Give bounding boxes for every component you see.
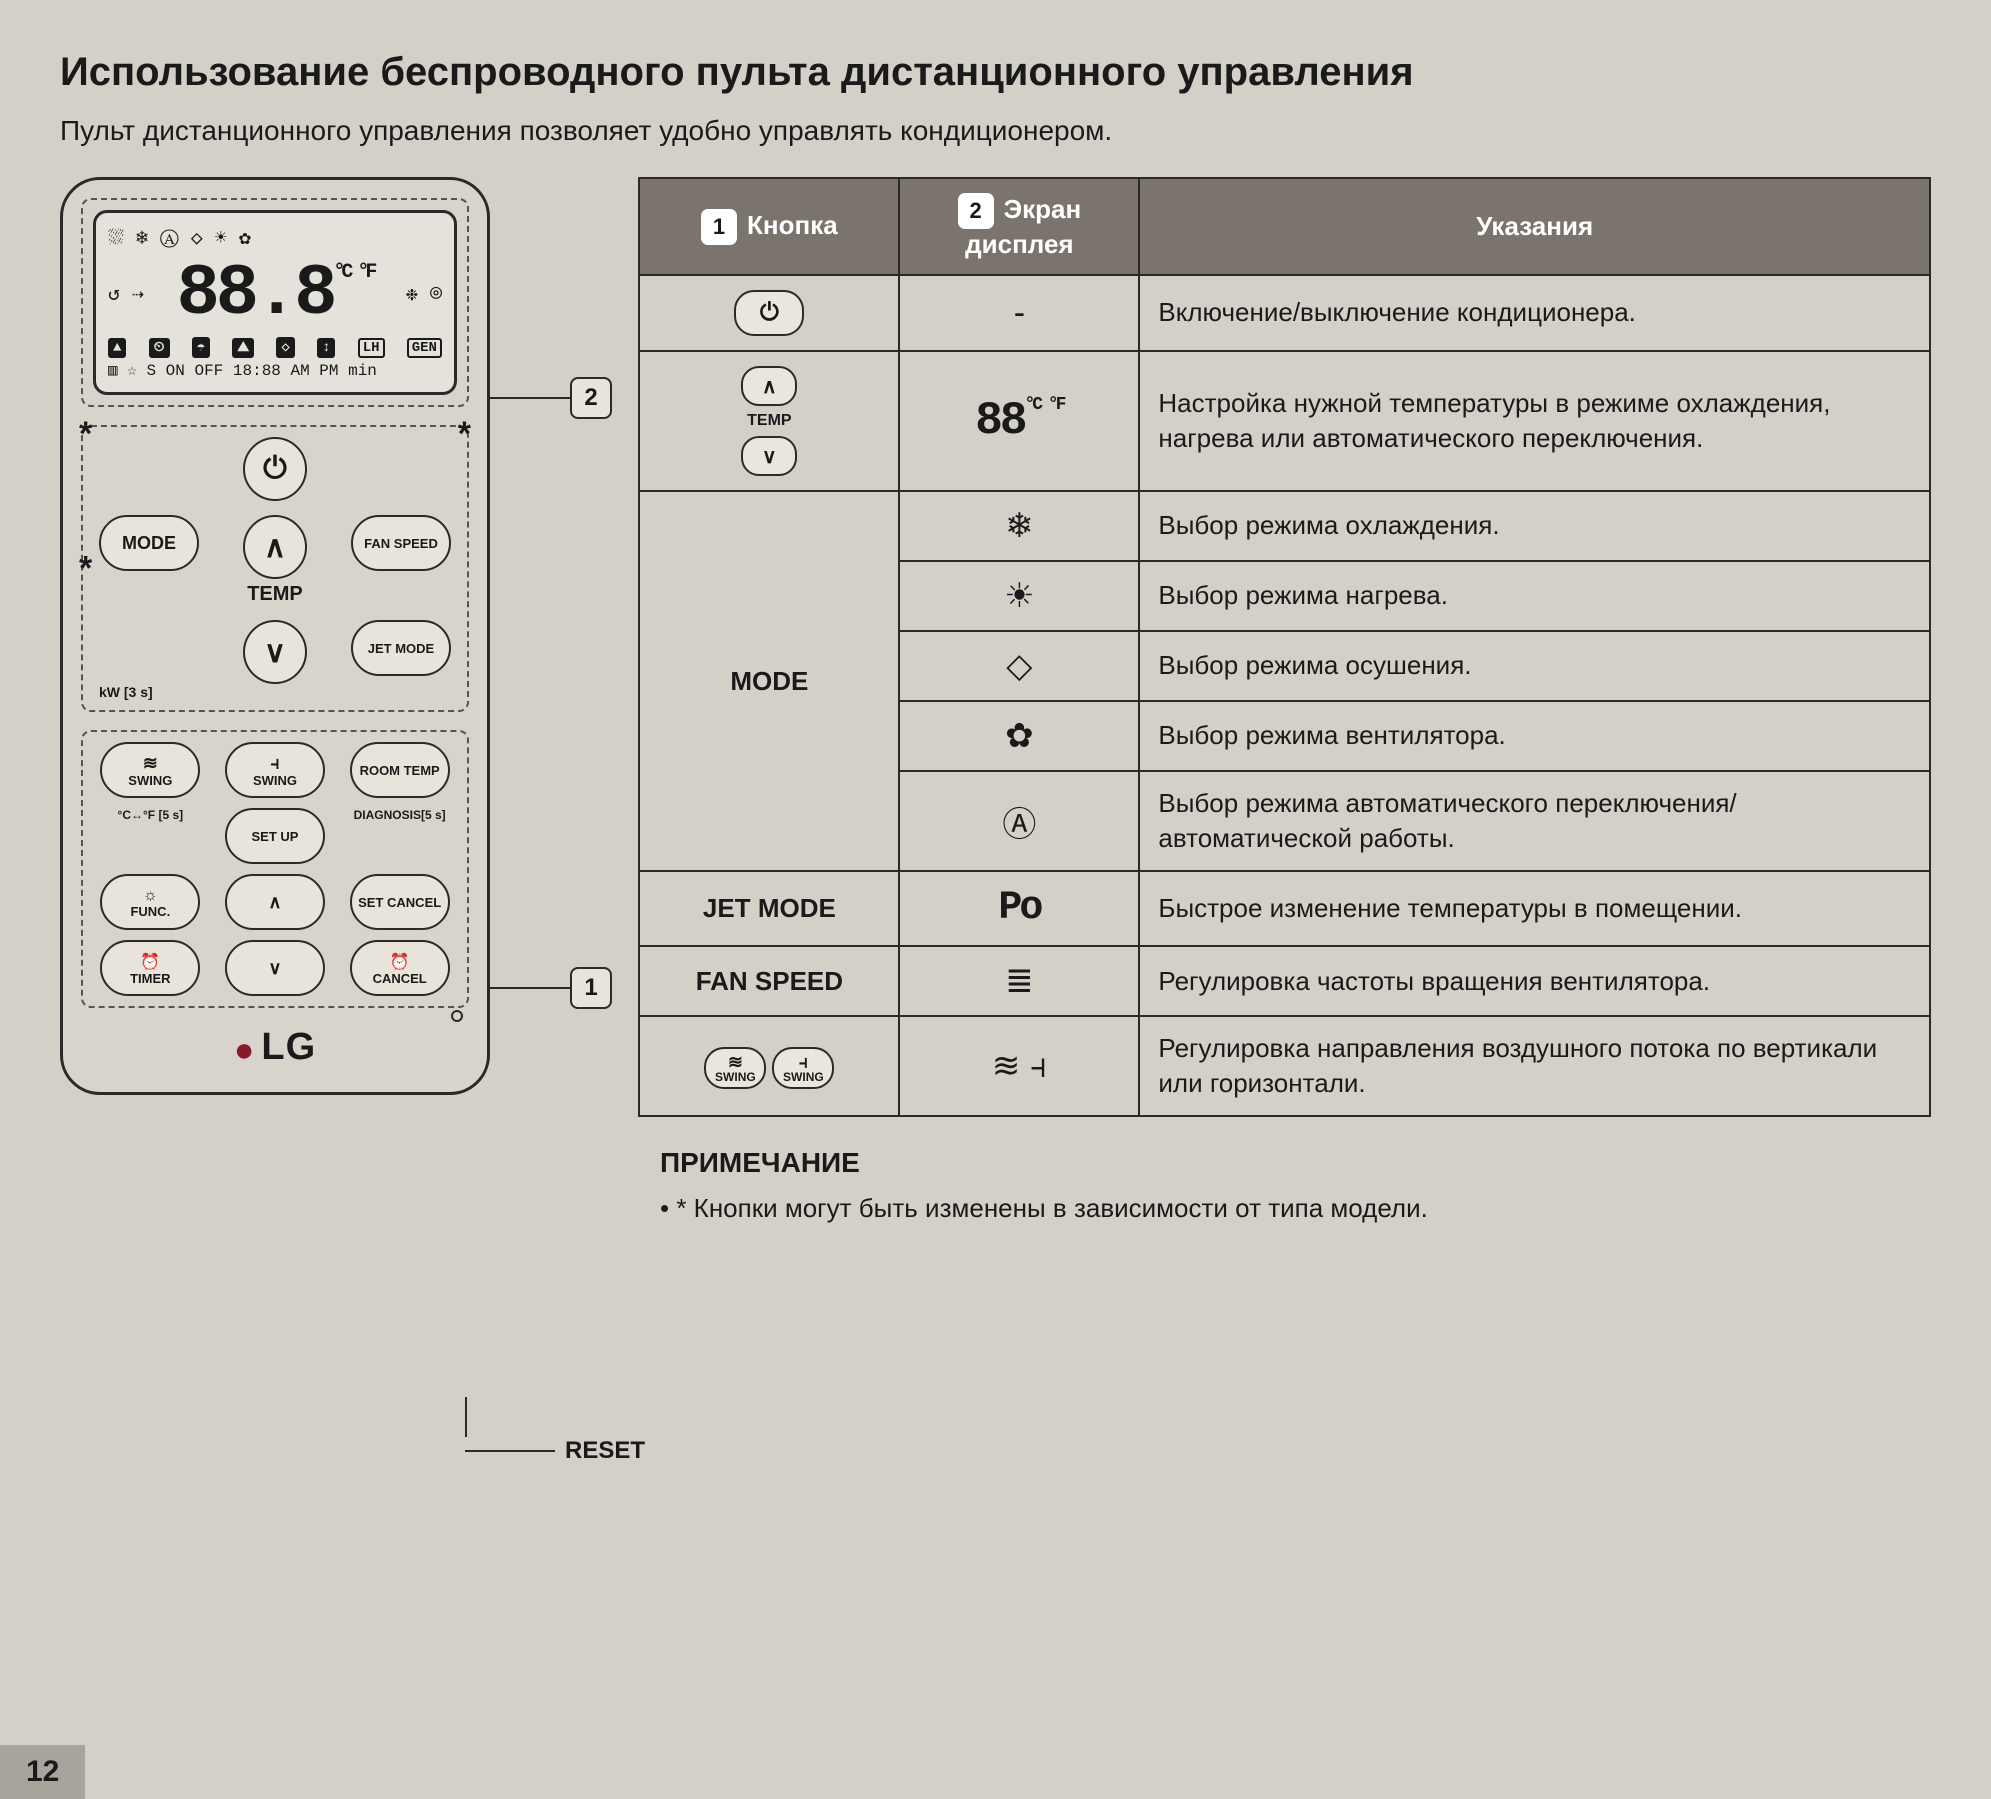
star-icon: *	[79, 415, 92, 454]
page-number: 12	[0, 1745, 85, 1799]
temp-down-button: ∨	[243, 620, 307, 684]
jet-mode-button: JET MODE	[351, 620, 451, 676]
desc-cell: Выбор режима автоматического переключени…	[1139, 771, 1930, 871]
reset-hole-icon	[451, 1010, 463, 1022]
callout-reset: RESET	[465, 1397, 645, 1465]
temp-up-button: ∧	[243, 515, 307, 579]
tc-tf-label: °C↔°F [5 s]	[118, 808, 184, 864]
lcd-mode-boxes: ▲ ⏲ ☂ ⛰ ◇ ↕ LH GEN	[108, 337, 442, 358]
snowflake-icon: ❄	[899, 491, 1139, 561]
table-row: JET MODE Po Быстрое изменение температур…	[639, 871, 1930, 946]
page-title: Использование беспроводного пульта диста…	[60, 50, 1931, 95]
th-display: 2Экран дисплея	[899, 178, 1139, 275]
droplet-icon: ◇	[899, 631, 1139, 701]
page-subtitle: Пульт дистанционного управления позволяе…	[60, 115, 1931, 147]
lcd-arrow-row: ↺ ⇢	[108, 281, 144, 307]
po-icon: Po	[899, 871, 1139, 946]
lcd-top-icons: ⛆ ❄ Ⓐ ◇ ☀ ✿	[108, 225, 442, 251]
setup-button: SET UP	[225, 808, 325, 864]
cancel-button: ⏰CANCEL	[350, 940, 450, 996]
desc-cell: Быстрое изменение температуры в помещени…	[1139, 871, 1930, 946]
swing-v-button: ≋SWING	[100, 742, 200, 798]
up2-button: ∧	[225, 874, 325, 930]
fan-speed-icon: ≣	[899, 946, 1139, 1016]
table-row: ∧ TEMP ∨ 88°C °F Настройка нужной темпер…	[639, 351, 1930, 491]
table-row: ≋SWING ⫞SWING ≋ ⫞ Регулировка направлени…	[639, 1016, 1930, 1116]
desc-cell: Регулировка направления воздушного поток…	[1139, 1016, 1930, 1116]
fan-icon: ✿	[899, 701, 1139, 771]
remote-lcd: ⛆ ❄ Ⓐ ◇ ☀ ✿ ↺ ⇢ 88.8°C °F ❉ ⌾ ▲ ⏲ ☂ ⛰ ◇	[93, 210, 457, 395]
table-row: MODE ❄ Выбор режима охлаждения.	[639, 491, 1930, 561]
swing-icon: ≋ ⫞	[899, 1016, 1139, 1116]
table-row: FAN SPEED ≣ Регулировка частоты вращения…	[639, 946, 1930, 1016]
mode-button: MODE	[99, 515, 199, 571]
display-cell: 88°C °F	[899, 351, 1139, 491]
lcd-bottom-row: ▥ ☆ S ON OFF 18:88 AM PM min	[108, 360, 442, 380]
star-icon: *	[458, 415, 471, 454]
note-heading: ПРИМЕЧАНИЕ	[660, 1147, 1931, 1179]
jet-mode-cell: JET MODE	[639, 871, 899, 946]
table-row: ⏻ - Включение/выключение кондиционера.	[639, 275, 1930, 351]
power-button: ⏻	[243, 437, 307, 501]
remote-main-buttons: * * * ⏻ MODE ∧ FAN SPEED TEMP ∨ JET MODE	[81, 425, 469, 712]
desc-cell: Настройка нужной температуры в режиме ох…	[1139, 351, 1930, 491]
func-button: ☼FUNC.	[100, 874, 200, 930]
desc-cell: Регулировка частоты вращения вентилятора…	[1139, 946, 1930, 1016]
remote-lower-buttons: ≋SWING ⫞SWING ROOM TEMP °C↔°F [5 s] SET …	[81, 730, 469, 1008]
power-icon: ⏻	[734, 290, 804, 336]
note-item: * Кнопки могут быть изменены в зависимос…	[660, 1193, 1931, 1224]
temp-label: TEMP	[247, 583, 303, 606]
sun-icon: ☀	[899, 561, 1139, 631]
main-content: ⛆ ❄ Ⓐ ◇ ☀ ✿ ↺ ⇢ 88.8°C °F ❉ ⌾ ▲ ⏲ ☂ ⛰ ◇	[60, 177, 1931, 1117]
desc-cell: Выбор режима нагрева.	[1139, 561, 1930, 631]
callout-display: 2	[490, 377, 612, 419]
th-instructions: Указания	[1139, 178, 1930, 275]
callout-buttons: 1	[490, 967, 612, 1009]
kw-label: kW [3 s]	[93, 684, 457, 700]
desc-cell: Выбор режима вентилятора.	[1139, 701, 1930, 771]
room-temp-button: ROOM TEMP	[350, 742, 450, 798]
lg-logo: LG	[81, 1026, 469, 1070]
swing-buttons-icon: ≋SWING ⫞SWING	[704, 1047, 834, 1089]
remote-body: ⛆ ❄ Ⓐ ◇ ☀ ✿ ↺ ⇢ 88.8°C °F ❉ ⌾ ▲ ⏲ ☂ ⛰ ◇	[60, 177, 490, 1095]
fan-speed-cell: FAN SPEED	[639, 946, 899, 1016]
remote-diagram: ⛆ ❄ Ⓐ ◇ ☀ ✿ ↺ ⇢ 88.8°C °F ❉ ⌾ ▲ ⏲ ☂ ⛰ ◇	[60, 177, 608, 1095]
fan-speed-button: FAN SPEED	[351, 515, 451, 571]
display-cell: -	[899, 275, 1139, 351]
lcd-big-digits: 88.8°C °F	[177, 253, 374, 335]
timer-button: ⏰TIMER	[100, 940, 200, 996]
mode-button-cell: MODE	[639, 491, 899, 871]
down2-button: ∨	[225, 940, 325, 996]
th-button: 1Кнопка	[639, 178, 899, 275]
remote-display-section: ⛆ ❄ Ⓐ ◇ ☀ ✿ ↺ ⇢ 88.8°C °F ❉ ⌾ ▲ ⏲ ☂ ⛰ ◇	[81, 198, 469, 407]
function-table: 1Кнопка 2Экран дисплея Указания ⏻ - Вклю…	[638, 177, 1931, 1117]
desc-cell: Выбор режима охлаждения.	[1139, 491, 1930, 561]
auto-icon: Ⓐ	[899, 771, 1139, 871]
desc-cell: Включение/выключение кондиционера.	[1139, 275, 1930, 351]
desc-cell: Выбор режима осушения.	[1139, 631, 1930, 701]
diagnosis-label: DIAGNOSIS[5 s]	[354, 808, 446, 864]
star-icon: *	[79, 549, 92, 588]
swing-h-button: ⫞SWING	[225, 742, 325, 798]
lcd-side-icon: ❉ ⌾	[406, 281, 442, 307]
set-cancel-button: SET CANCEL	[350, 874, 450, 930]
temp-buttons-icon: ∧ TEMP ∨	[741, 366, 797, 476]
